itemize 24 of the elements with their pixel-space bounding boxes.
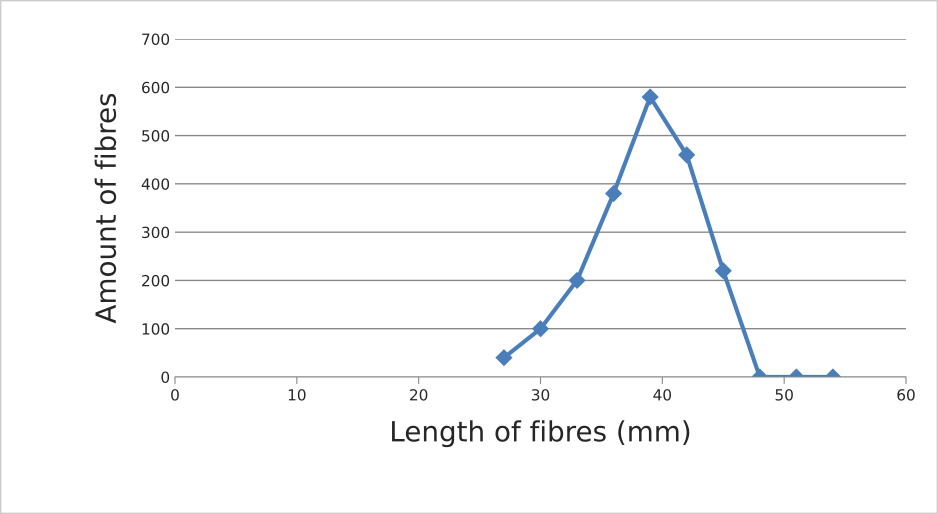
point: [605, 185, 622, 202]
point: [642, 88, 659, 106]
x-tick-label: 20: [410, 389, 428, 401]
point: [714, 262, 732, 280]
x-tick-label: 50: [776, 389, 793, 401]
x-tick-label: 30: [532, 389, 550, 401]
y-tick-label: 200: [142, 274, 170, 286]
point: [496, 349, 512, 366]
y-tick-label: 300: [142, 226, 170, 238]
x-tick-label: 60: [897, 389, 915, 401]
y-tick-label: 700: [142, 33, 170, 46]
y-tick-label: 0: [161, 371, 170, 384]
x-tick-label: 10: [288, 389, 306, 401]
point: [678, 146, 696, 164]
x-tick-label: 40: [653, 389, 672, 401]
x-tick-label: 0: [171, 389, 179, 401]
y-tick-label: 500: [142, 130, 170, 142]
point: [568, 272, 586, 289]
x-axis-title: Length of fibres (mm): [392, 420, 690, 448]
point: [532, 320, 549, 338]
y-tick-label: 100: [142, 323, 170, 335]
y-tick-label: 600: [142, 82, 170, 94]
y-tick-label: 400: [142, 178, 170, 190]
y-axis-title: Amount of fibres: [94, 94, 116, 324]
